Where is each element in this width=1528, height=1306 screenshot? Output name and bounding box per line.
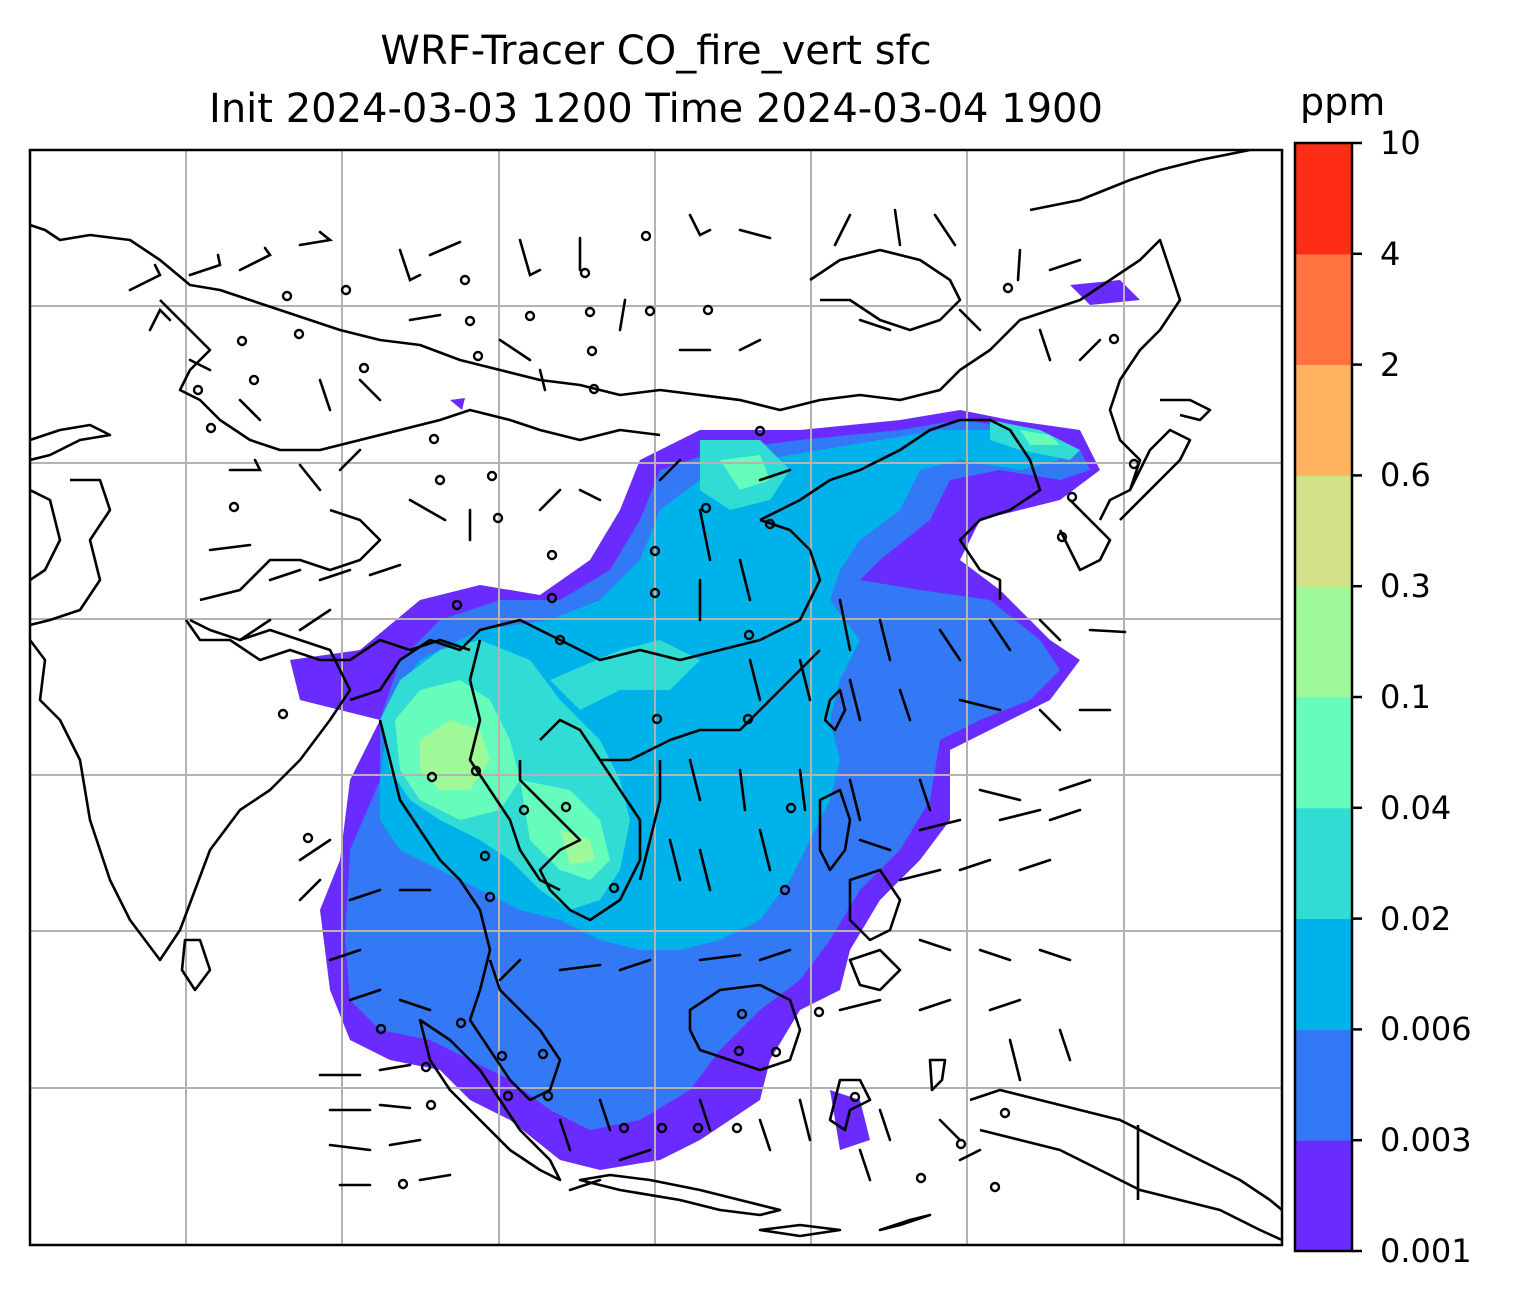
colorbar-band-7 — [1295, 364, 1352, 476]
calm-wind-circles — [192, 230, 1140, 1193]
colorbar-level-label: 10 — [1380, 124, 1421, 162]
colorbar-level-label: 0.6 — [1380, 456, 1431, 495]
colorbar-band-2 — [1295, 918, 1352, 1030]
colorbar-band-8 — [1295, 253, 1352, 366]
colorbar-level-label: 0.1 — [1380, 678, 1431, 716]
map-title: WRF-Tracer CO_fire_vert sfc — [380, 28, 932, 74]
colorbar-level-label: 4 — [1380, 234, 1401, 273]
colorbar — [1295, 143, 1352, 1252]
colorbar-level-label: 0.02 — [1380, 899, 1452, 938]
colorbar-band-0 — [1295, 1140, 1352, 1252]
colorbar-band-3 — [1295, 807, 1352, 920]
map-subtitle: Init 2024-03-03 1200 Time 2024-03-04 190… — [209, 86, 1103, 132]
colorbar-level-label: 2 — [1380, 345, 1401, 384]
gridlines — [30, 150, 1282, 1245]
colorbar-band-1 — [1295, 1029, 1352, 1141]
colorbar-level-label: 0.3 — [1380, 567, 1431, 606]
colorbar-level-label: 0.006 — [1380, 1010, 1472, 1049]
colorbar-unit-label: ppm — [1300, 80, 1386, 124]
colorbar-level-label: 0.04 — [1380, 788, 1452, 827]
colorbar-level-label: 0.001 — [1380, 1232, 1472, 1270]
colorbar-band-5 — [1295, 586, 1352, 698]
map-frame — [28, 148, 1284, 1247]
wind-barbs — [128, 208, 1127, 1192]
colorbar-ticks — [1352, 141, 1362, 1253]
coastlines-and-borders — [30, 150, 1282, 1242]
colorbar-level-label: 0.003 — [1380, 1121, 1472, 1160]
co-tracer-field — [290, 280, 1140, 1170]
colorbar-band-9 — [1295, 143, 1352, 255]
colorbar-band-6 — [1295, 475, 1352, 587]
colorbar-band-4 — [1295, 697, 1352, 809]
